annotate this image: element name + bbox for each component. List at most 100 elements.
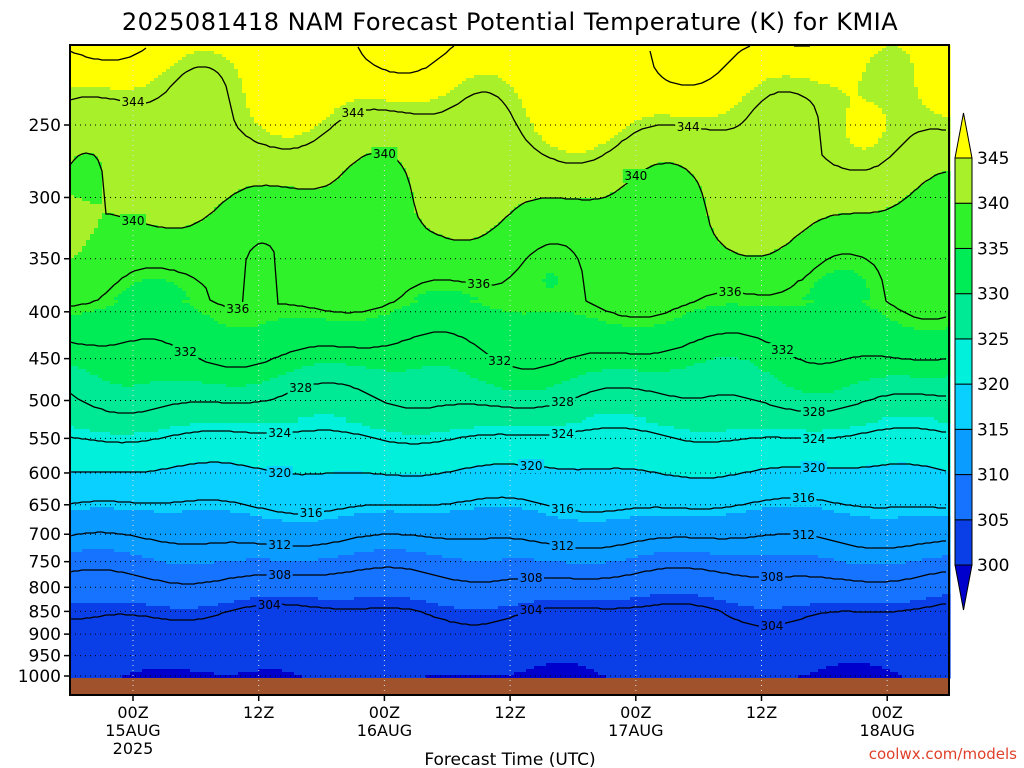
field-cell <box>714 237 719 307</box>
field-cell <box>506 84 511 217</box>
field-cell <box>906 465 911 517</box>
field-cell <box>226 387 231 424</box>
field-cell <box>818 279 823 394</box>
field-cell <box>398 45 403 103</box>
field-cell <box>910 327 915 379</box>
field-cell <box>158 513 163 562</box>
field-cell <box>786 387 791 430</box>
field-cell <box>938 330 943 379</box>
field-cell <box>802 45 807 79</box>
contour-label: 328 <box>551 395 574 409</box>
contour-label-bg <box>800 461 827 475</box>
field-cell <box>378 549 383 598</box>
field-cell <box>78 369 83 430</box>
field-cell <box>150 606 155 670</box>
contour-lines <box>69 45 947 627</box>
field-cell <box>114 384 119 436</box>
field-cell <box>706 477 711 517</box>
field-cell <box>870 465 875 520</box>
field-cell <box>238 45 243 79</box>
field-cell <box>526 426 531 466</box>
field-cell <box>846 96 851 109</box>
field-cell <box>826 666 831 679</box>
field-cell <box>878 420 883 466</box>
field-cell <box>466 45 471 79</box>
field-cell <box>322 186 327 319</box>
field-cell <box>858 516 863 565</box>
field-cell <box>210 510 215 565</box>
field-cell <box>118 384 123 436</box>
field-cell <box>890 603 895 673</box>
field-cell <box>694 432 699 478</box>
field-cell <box>586 468 591 523</box>
field-cell <box>154 606 159 670</box>
field-cell <box>842 213 847 271</box>
field-cell <box>522 426 527 466</box>
field-cell <box>890 672 895 679</box>
field-cell <box>774 78 779 250</box>
contour-308 <box>69 566 946 585</box>
field-cell <box>782 384 787 430</box>
field-cell <box>362 156 367 322</box>
field-cell <box>302 597 307 679</box>
field-cell <box>594 45 599 148</box>
field-cell <box>678 45 683 118</box>
field-cell <box>806 468 811 508</box>
field-cell <box>526 603 531 670</box>
field-cell <box>894 321 899 376</box>
field-cell <box>238 672 243 679</box>
field-cell <box>110 549 115 604</box>
field-cell <box>702 516 707 553</box>
field-cell <box>126 675 131 679</box>
field-cell <box>330 183 335 322</box>
field-cell <box>470 297 475 301</box>
contour-label: 332 <box>174 345 197 359</box>
field-cell <box>238 78 243 190</box>
field-cell <box>598 414 603 469</box>
field-cell <box>234 327 239 388</box>
field-cell <box>286 138 291 187</box>
field-cell <box>842 603 847 664</box>
field-cell <box>810 288 815 301</box>
field-cell <box>82 603 87 679</box>
field-cell <box>358 513 363 553</box>
field-cell <box>610 45 615 139</box>
field-cell <box>346 102 351 169</box>
field-cell <box>306 318 311 367</box>
field-cell <box>910 192 915 328</box>
field-cell <box>890 417 895 466</box>
field-cell <box>182 381 187 427</box>
field-cell <box>278 471 283 520</box>
field-cell <box>354 597 359 679</box>
field-cell <box>938 597 943 679</box>
field-cell <box>486 75 491 232</box>
field-cell <box>890 465 895 520</box>
field-cell <box>578 153 583 199</box>
field-cell <box>698 45 703 118</box>
field-cell <box>766 45 771 79</box>
contour-label: 304 <box>761 619 784 633</box>
field-cell <box>422 513 427 553</box>
field-cell <box>398 102 403 163</box>
field-cell <box>458 45 463 85</box>
field-cell <box>478 609 483 676</box>
field-cell <box>410 474 415 514</box>
field-cell <box>790 45 795 79</box>
field-cell <box>226 198 231 328</box>
field-cell <box>194 423 199 463</box>
field-cell <box>322 120 327 187</box>
field-cell <box>670 369 675 427</box>
field-cell <box>862 303 867 382</box>
field-cell <box>494 225 499 310</box>
field-cell <box>290 672 295 679</box>
field-cell <box>754 255 759 307</box>
field-cell <box>622 186 627 328</box>
colorbar-box <box>954 383 973 430</box>
field-cell <box>518 426 523 466</box>
field-cell <box>478 426 483 466</box>
field-cell <box>458 84 463 241</box>
field-cell <box>234 561 239 601</box>
field-cell <box>726 603 731 679</box>
field-cell <box>266 321 271 382</box>
